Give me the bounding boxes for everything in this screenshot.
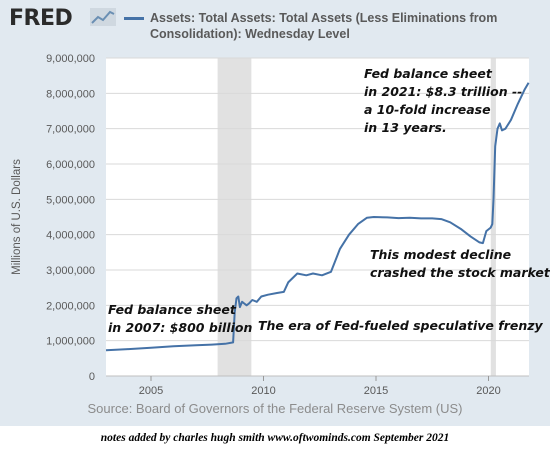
annotation-era: The era of Fed-fueled speculative frenzy [258, 318, 544, 333]
y-tick-label: 2,000,000 [46, 300, 95, 312]
legend-label[interactable]: Assets: Total Assets: Total Assets (Less… [150, 11, 498, 41]
annotation-end: Fed balance sheet in 2021: $8.3 trillion… [364, 66, 527, 135]
source-text[interactable]: Source: Board of Governors of the Federa… [87, 401, 463, 416]
notes-text: notes added by charles hugh smith www.of… [100, 432, 450, 444]
annotation-decline: This modest decline crashed the stock ma… [370, 247, 550, 280]
annotation-end-line: in 2021: $8.3 trillion -- [364, 84, 522, 99]
y-tick-label: 6,000,000 [46, 159, 95, 171]
annotation-start-line: in 2007: $800 billion [108, 320, 252, 335]
y-tick-label: 5,000,000 [46, 194, 95, 206]
fred-logo: FRED [9, 6, 73, 31]
annotation-end-line: in 13 years. [364, 120, 447, 135]
y-tick-label: 4,000,000 [46, 230, 95, 242]
y-tick-label: 1,000,000 [46, 336, 95, 348]
plot-area [106, 58, 529, 376]
y-tick-label: 3,000,000 [46, 265, 95, 277]
annotation-end-line: Fed balance sheet [364, 66, 493, 81]
annotation-start: Fed balance sheet in 2007: $800 billion [108, 302, 252, 335]
annotation-era-line: The era of Fed-fueled speculative frenzy [258, 318, 544, 333]
x-tick-label: 2010 [251, 385, 275, 397]
series-line [105, 82, 530, 352]
y-tick-label: 9,000,000 [46, 53, 95, 65]
y-axis-label: Millions of U.S. Dollars [11, 159, 23, 275]
x-tick-label: 2015 [364, 385, 388, 397]
y-tick-label: 7,000,000 [46, 124, 95, 136]
annotation-decline-line: crashed the stock market [370, 265, 550, 280]
y-tick-label: 8,000,000 [46, 88, 95, 100]
legend-swatch [124, 17, 144, 20]
y-tick-label: 0 [89, 371, 95, 383]
annotation-start-line: Fed balance sheet [108, 302, 237, 317]
chart-frame: FRED Assets: Total Assets: Total Assets … [0, 0, 550, 426]
trend-line-icon [90, 8, 116, 26]
x-tick-label: 2020 [476, 385, 500, 397]
x-tick-label: 2005 [139, 385, 163, 397]
annotation-end-line: a 10-fold increase [364, 102, 491, 117]
annotation-decline-line: This modest decline [370, 247, 511, 262]
line-chart: 0 1,000,000 2,000,000 3,000,000 4,000,000 5,0… [11, 53, 550, 397]
